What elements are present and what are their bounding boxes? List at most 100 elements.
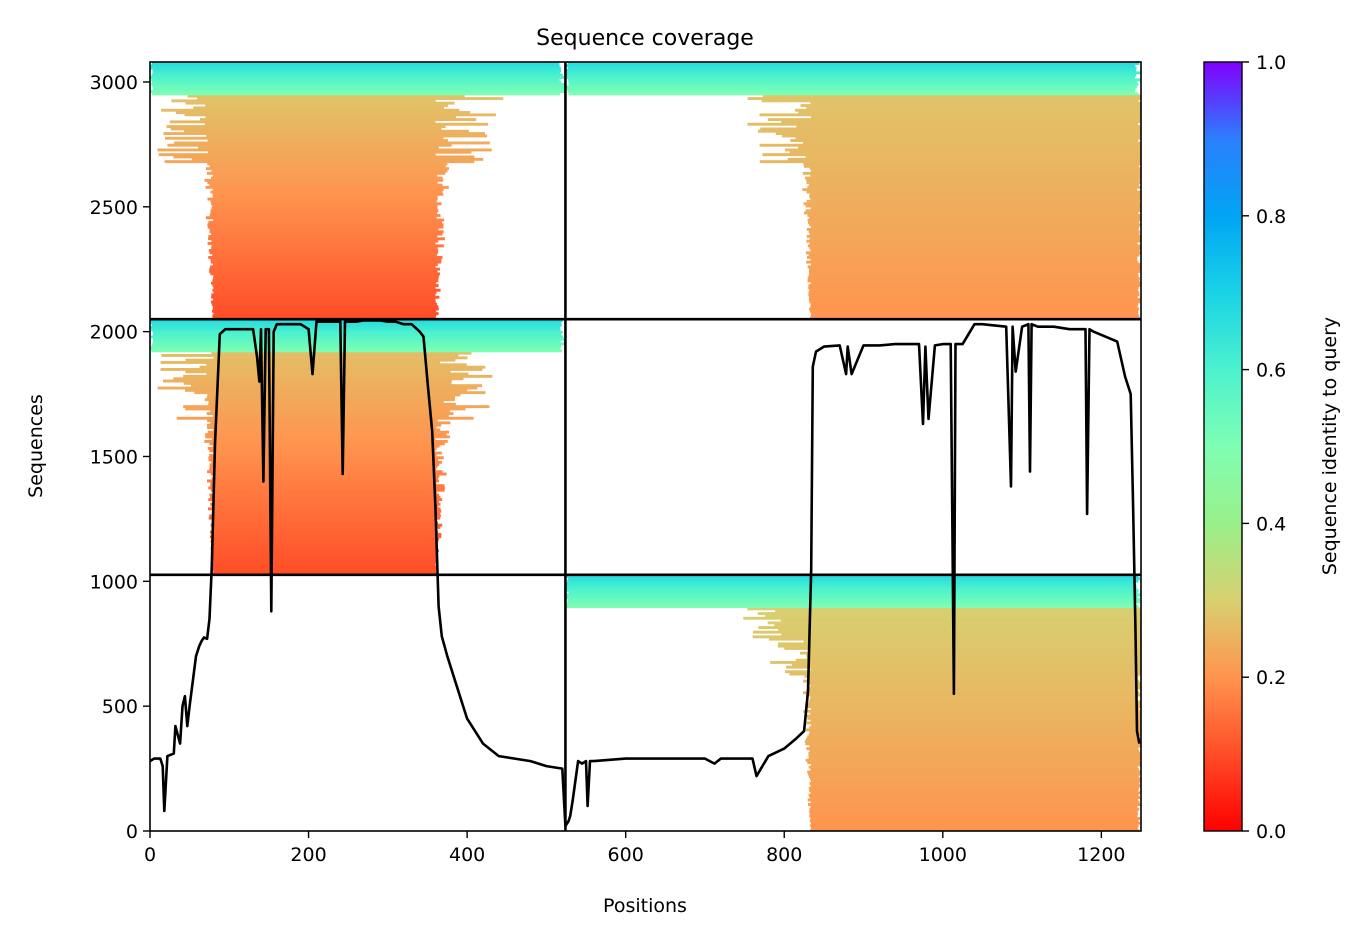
msa-row <box>185 370 451 374</box>
msa-row <box>809 223 1141 227</box>
msa-row <box>806 199 1140 203</box>
y-ticks-layer: 0 500 1000 1500 2000 2500 3000 <box>90 72 150 843</box>
msa-row <box>212 195 438 199</box>
msa-row <box>208 221 442 224</box>
msa-row <box>806 721 1141 725</box>
msa-row <box>805 737 1141 741</box>
msa-row <box>207 223 444 227</box>
msa-row <box>151 349 562 353</box>
msa-row <box>211 544 437 548</box>
msa-row <box>809 726 1141 730</box>
msa-row <box>207 393 461 397</box>
msa-row <box>808 183 1140 187</box>
msa-row <box>568 591 1138 594</box>
msa-row <box>805 758 1140 762</box>
msa-row <box>183 129 469 133</box>
msa-row <box>809 216 1141 220</box>
msa-row <box>206 395 456 399</box>
msa-row <box>806 178 1140 182</box>
msa-row <box>807 798 1138 802</box>
msa-row <box>206 363 467 367</box>
msa-row <box>809 819 1139 823</box>
msa-row <box>210 421 451 425</box>
colorbar-tick-label: 0.6 <box>1256 360 1286 382</box>
msa-row <box>161 108 460 112</box>
msa-row <box>207 242 436 245</box>
msa-row <box>184 113 496 117</box>
msa-row <box>566 85 1138 89</box>
msa-row <box>809 232 1140 236</box>
msa-row <box>803 640 1141 643</box>
msa-row <box>211 293 436 297</box>
msa-row <box>808 274 1139 278</box>
msa-row <box>208 237 445 241</box>
msa-row <box>809 246 1141 250</box>
msa-row <box>212 500 439 504</box>
colorbar-tick-label: 0.4 <box>1256 513 1286 535</box>
msa-row <box>210 523 443 527</box>
msa-row <box>204 122 489 126</box>
msa-row <box>151 78 560 82</box>
msa-row <box>204 178 444 182</box>
msa-row <box>806 693 1141 697</box>
msa-row <box>808 286 1139 290</box>
msa-row <box>211 244 444 248</box>
msa-row <box>808 775 1139 778</box>
msa-row <box>209 514 441 518</box>
x-tick-label: 800 <box>766 844 802 866</box>
msa-row <box>207 479 440 483</box>
msa-row <box>810 258 1138 262</box>
block-top-left <box>150 62 565 320</box>
msa-row <box>807 716 1141 720</box>
msa-row <box>810 817 1141 820</box>
msa-row <box>210 546 436 550</box>
msa-row <box>811 707 1140 711</box>
msa-row <box>209 230 444 234</box>
msa-row <box>213 298 436 301</box>
msa-row <box>757 612 1141 615</box>
msa-row <box>207 139 449 142</box>
msa-row <box>565 76 1135 79</box>
msa-row <box>758 129 1141 133</box>
msa-row <box>810 305 1138 308</box>
x-tick-label: 1000 <box>919 844 967 866</box>
msa-row <box>568 577 1140 581</box>
msa-row <box>567 600 1140 604</box>
msa-row <box>211 512 441 515</box>
msa-row <box>808 291 1140 294</box>
msa-row <box>212 542 437 546</box>
msa-row <box>810 828 1139 831</box>
msa-row <box>806 747 1139 751</box>
msa-row <box>809 167 1141 171</box>
msa-row <box>784 647 1141 650</box>
msa-row <box>157 148 492 152</box>
msa-row <box>208 516 441 520</box>
msa-row <box>209 164 446 168</box>
msa-row <box>205 104 448 107</box>
msa-row <box>210 472 447 476</box>
msa-row <box>152 92 560 96</box>
msa-row <box>185 101 455 105</box>
msa-row <box>811 225 1140 229</box>
msa-row <box>567 66 1137 70</box>
msa-row <box>209 267 441 271</box>
msa-row <box>566 586 1137 590</box>
msa-row <box>808 751 1141 755</box>
msa-row <box>808 786 1140 790</box>
msa-row <box>210 211 438 215</box>
msa-row <box>808 754 1141 757</box>
msa-row <box>809 749 1140 753</box>
msa-row <box>173 155 475 159</box>
msa-row <box>210 190 443 194</box>
msa-row <box>568 92 1139 96</box>
msa-row <box>807 770 1141 774</box>
msa-row <box>210 556 436 560</box>
msa-row <box>809 288 1138 292</box>
msa-row <box>809 812 1139 816</box>
msa-row <box>152 330 563 334</box>
msa-row <box>809 789 1139 792</box>
msa-row <box>566 584 1137 587</box>
msa-row <box>807 265 1141 269</box>
msa-row <box>208 402 456 406</box>
msa-row <box>213 451 442 455</box>
